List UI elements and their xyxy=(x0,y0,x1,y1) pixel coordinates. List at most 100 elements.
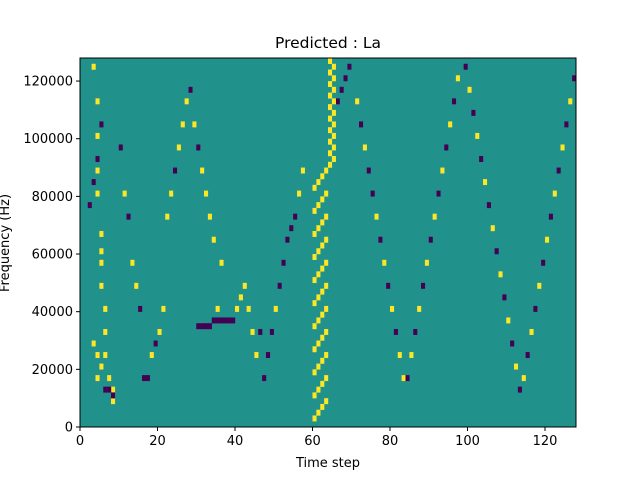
heatmap-cell xyxy=(99,282,104,289)
heatmap-cell xyxy=(331,86,336,93)
heatmap-cell xyxy=(533,305,538,312)
heatmap-cell xyxy=(300,167,305,174)
heatmap-cell xyxy=(204,323,209,330)
heatmap-cell xyxy=(91,63,96,70)
heatmap-cell xyxy=(161,305,166,312)
x-tick-label: 100 xyxy=(455,434,480,449)
heatmap-cell xyxy=(320,380,325,387)
heatmap-cell xyxy=(537,282,542,289)
heatmap-cell xyxy=(99,259,104,266)
heatmap-cell xyxy=(545,236,550,243)
heatmap-cell xyxy=(215,305,220,312)
x-tick-label: 0 xyxy=(76,434,84,449)
heatmap-cell xyxy=(95,98,100,105)
heatmap-cell xyxy=(328,58,333,64)
heatmap-cell xyxy=(219,317,224,324)
heatmap-cell xyxy=(552,190,557,197)
heatmap-cell xyxy=(215,317,220,324)
heatmap-cell xyxy=(548,213,553,220)
heatmap-cell xyxy=(207,323,212,330)
y-tick-label: 60000 xyxy=(32,248,73,263)
heatmap-cell xyxy=(510,340,515,347)
heatmap-cell xyxy=(266,352,271,359)
heatmap-cell xyxy=(560,144,565,151)
x-tick-label: 80 xyxy=(382,434,399,449)
heatmap-cell xyxy=(572,75,577,82)
heatmap-cell xyxy=(258,328,263,335)
heatmap-cell xyxy=(320,219,325,226)
x-tick-label: 40 xyxy=(227,434,244,449)
heatmap-cell xyxy=(324,236,329,243)
heatmap-cell xyxy=(196,144,201,151)
x-tick-label: 60 xyxy=(304,434,321,449)
heatmap-cell xyxy=(475,132,480,139)
heatmap-cell xyxy=(103,305,108,312)
heatmap-cell xyxy=(382,259,387,266)
heatmap-cell xyxy=(316,317,321,324)
plot-area xyxy=(79,57,577,428)
heatmap-cell xyxy=(556,167,561,174)
heatmap-cell xyxy=(401,375,406,382)
heatmap-cell xyxy=(502,294,507,301)
heatmap-cell xyxy=(328,92,333,99)
heatmap-cell xyxy=(188,86,193,93)
heatmap-cell xyxy=(320,403,325,410)
heatmap-cell xyxy=(312,207,317,214)
heatmap-cell xyxy=(568,98,573,105)
heatmap-cell xyxy=(506,317,511,324)
heatmap-cell xyxy=(494,248,499,255)
heatmap-cell xyxy=(262,375,267,382)
heatmap-cell xyxy=(452,98,457,105)
heatmap-cell xyxy=(320,196,325,203)
heatmap-cell xyxy=(250,328,255,335)
heatmap-cell xyxy=(103,352,108,359)
heatmap-cell xyxy=(444,144,449,151)
heatmap-cell xyxy=(324,328,329,335)
heatmap-cell xyxy=(316,340,321,347)
heatmap-cell xyxy=(316,225,321,232)
heatmap-cell xyxy=(324,259,329,266)
heatmap-cell xyxy=(471,109,476,116)
heatmap-cell xyxy=(95,167,100,174)
heatmap-cell xyxy=(331,63,336,70)
heatmap-cell xyxy=(312,346,317,353)
heatmap-cell xyxy=(525,352,530,359)
heatmap-cell xyxy=(320,357,325,364)
heatmap-cell xyxy=(486,202,491,209)
x-tick-label: 20 xyxy=(149,434,166,449)
heatmap-cell xyxy=(95,352,100,359)
heatmap-cell xyxy=(316,363,321,370)
heatmap-cell xyxy=(95,132,100,139)
heatmap-cell xyxy=(273,305,278,312)
heatmap-cell xyxy=(192,121,197,128)
heatmap-cell xyxy=(231,317,236,324)
heatmap-cell xyxy=(463,63,468,70)
heatmap-cell xyxy=(432,213,437,220)
heatmap-cell xyxy=(390,305,395,312)
heatmap-cell xyxy=(176,144,181,151)
heatmap-cell xyxy=(436,190,441,197)
heatmap-cell xyxy=(339,86,344,93)
y-tick-label: 20000 xyxy=(32,363,73,378)
heatmap-cell xyxy=(324,398,329,405)
heatmap-cell xyxy=(514,363,519,370)
heatmap-cell xyxy=(335,98,340,105)
heatmap-cell xyxy=(211,236,216,243)
heatmap-cell xyxy=(328,104,333,111)
x-axis-label: Time step xyxy=(295,456,360,471)
heatmap-cell xyxy=(297,190,302,197)
heatmap-cell xyxy=(467,86,472,93)
heatmap-cell xyxy=(200,323,205,330)
heatmap-cell xyxy=(328,81,333,88)
heatmap-cell xyxy=(316,386,321,393)
heatmap-cell xyxy=(328,150,333,157)
heatmap-cell xyxy=(157,328,162,335)
heatmap-cell xyxy=(324,375,329,382)
heatmap-cell xyxy=(312,392,317,399)
heatmap-cell xyxy=(95,375,100,382)
heatmap-cell xyxy=(184,98,189,105)
heatmap-cell xyxy=(312,277,317,284)
heatmap-cell xyxy=(107,386,112,393)
heatmap-cell xyxy=(316,271,321,278)
heatmap-cell xyxy=(316,294,321,301)
